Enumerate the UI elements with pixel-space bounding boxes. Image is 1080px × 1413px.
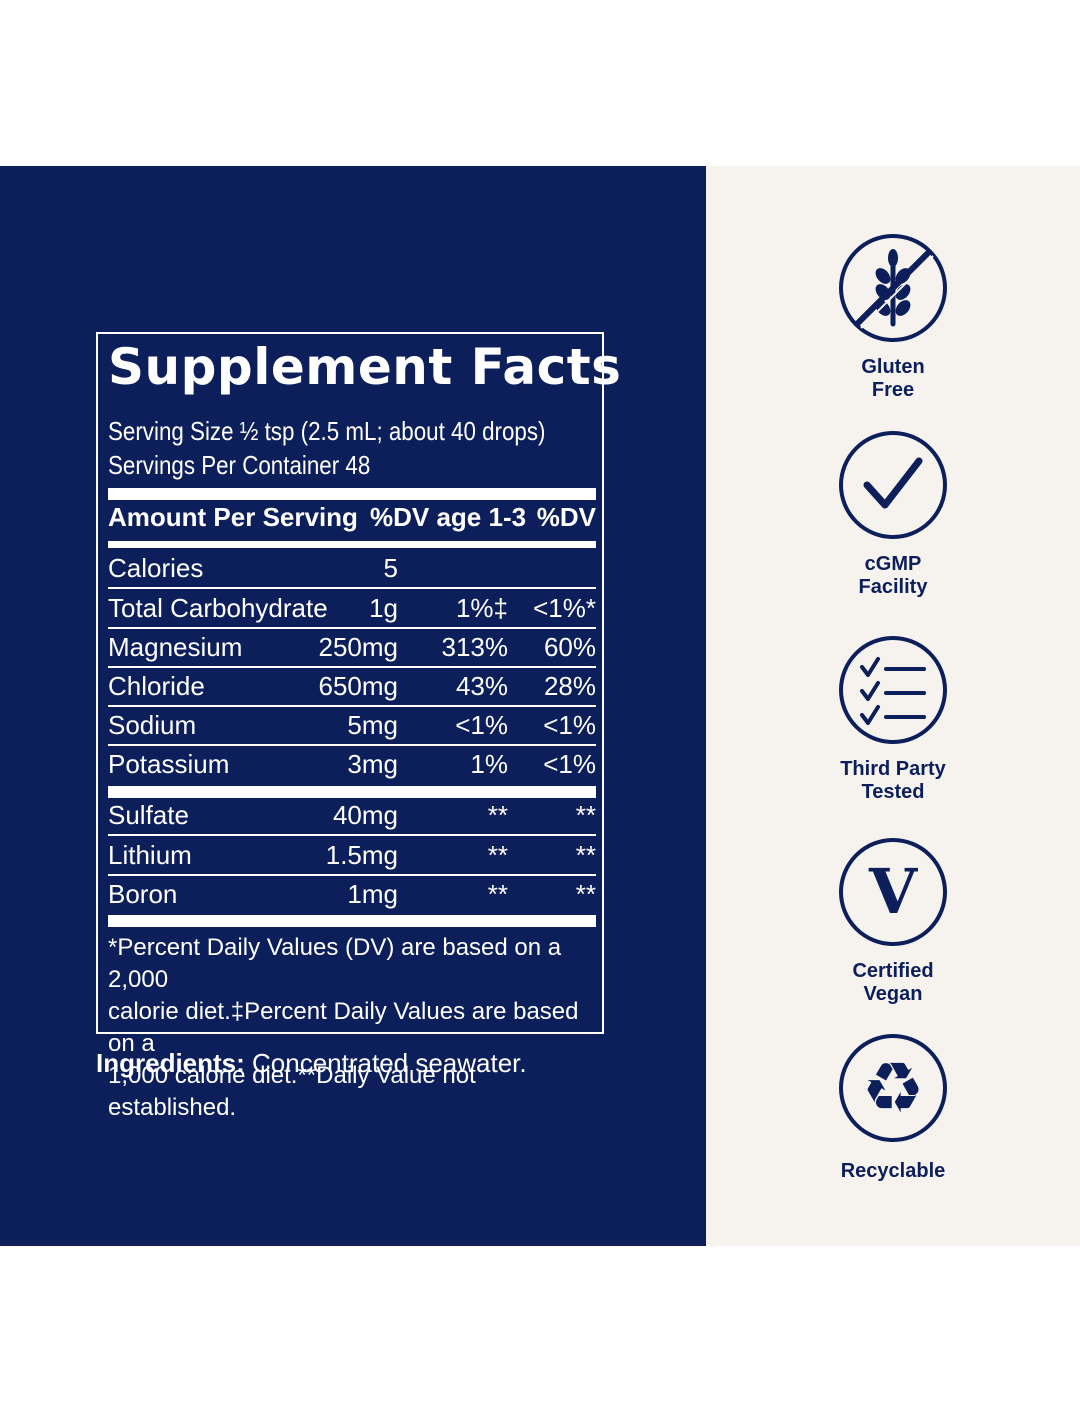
nutrient-name: Sulfate — [108, 800, 189, 830]
table-row: Potassium 3mg 1% <1% — [108, 745, 596, 783]
nutrient-dv: 28% — [543, 671, 596, 701]
badge-line: Vegan — [863, 983, 923, 1005]
badge-label: Certified Vegan — [830, 960, 956, 1006]
nutrient-amount: 5 — [383, 553, 398, 583]
header-dv: %DV — [536, 502, 596, 532]
nutrient-amount: 1.5mg — [325, 840, 398, 870]
badge-label: cGMP Facility — [830, 553, 956, 599]
checklist-icon — [839, 636, 947, 744]
header-dv-age: %DV age 1-3 — [370, 502, 527, 532]
table-row: Sodium 5mg <1% <1% — [108, 706, 596, 746]
nutrient-dv-age: 313% — [441, 632, 509, 662]
badge-vegan: V Certified Vegan — [830, 838, 956, 1006]
table-row: Lithium 1.5mg ** ** — [108, 836, 596, 876]
nutrient-amount: 40mg — [332, 800, 398, 830]
footnote: *Percent Daily Values (DV) are based on … — [108, 932, 596, 1124]
facts-title: Supplement Facts — [108, 338, 622, 396]
nutrient-amount: 250mg — [318, 632, 399, 662]
nutrient-name: Chloride — [108, 671, 205, 701]
nutrient-dv-age: 43% — [455, 671, 508, 701]
table-header: Amount Per Serving %DV age 1-3 %DV — [108, 502, 596, 536]
nutrient-amount: 3mg — [347, 749, 398, 779]
badge-label: Third Party Tested — [830, 758, 956, 804]
ingredients-label: Ingredients: — [96, 1048, 245, 1078]
nutrient-dv-age: <1% — [455, 710, 508, 740]
table-row: Chloride 650mg 43% 28% — [108, 667, 596, 707]
nutrient-dv: ** — [575, 840, 596, 870]
footnote-line: *Percent Daily Values (DV) are based on … — [108, 934, 562, 993]
badge-recyclable: ♻ Recyclable — [830, 1034, 956, 1183]
ingredients-line: Ingredients: Concentrated seawater. — [96, 1048, 527, 1079]
badge-third-party: Third Party Tested — [830, 636, 956, 804]
table-row: Boron 1mg ** ** — [108, 875, 596, 913]
nutrient-dv-age: ** — [487, 800, 508, 830]
badge-line: Free — [871, 379, 915, 401]
nutrient-name: Magnesium — [108, 632, 243, 662]
serving-size: Serving Size ½ tsp (2.5 mL; about 40 dro… — [108, 416, 546, 446]
nutrient-name: Total Carbohydrate — [108, 593, 328, 623]
footnote-line: 1,000 calorie diet.**Daily Value not est… — [108, 1062, 476, 1121]
badge-label: Gluten Free — [830, 356, 956, 402]
vegan-v-icon: V — [839, 838, 947, 946]
badge-line: Third Party — [840, 758, 946, 780]
nutrient-dv: ** — [575, 800, 596, 830]
thick-divider — [108, 915, 596, 927]
nutrient-dv: <1%* — [533, 593, 596, 623]
nutrient-dv-age: 1% — [470, 749, 508, 779]
badge-label: Recyclable — [830, 1160, 956, 1183]
badge-line: cGMP — [864, 553, 922, 575]
table-row: Calories 5 — [108, 549, 596, 589]
nutrient-amount: 1g — [369, 593, 398, 623]
medium-divider — [108, 541, 596, 548]
badge-line: Gluten — [861, 356, 925, 378]
nutrient-dv: <1% — [543, 710, 596, 740]
nutrient-name: Sodium — [108, 710, 197, 740]
nutrient-amount: 650mg — [318, 671, 399, 701]
supplement-facts-panel: Supplement Facts Serving Size ½ tsp (2.5… — [96, 332, 621, 1121]
vegan-v-glyph: V — [868, 855, 918, 928]
nutrient-amount: 5mg — [347, 710, 398, 740]
header-amount: Amount Per Serving — [108, 502, 358, 532]
servings-per-container: Servings Per Container 48 — [108, 450, 371, 480]
nutrient-dv-age: ** — [487, 840, 508, 870]
badge-line: Facility — [858, 576, 928, 598]
nutrient-name: Calories — [108, 553, 204, 583]
table-row: Sulfate 40mg ** ** — [108, 796, 596, 836]
nutrient-dv: 60% — [543, 632, 596, 662]
nutrient-name: Boron — [108, 879, 178, 909]
badge-line: Tested — [861, 781, 925, 803]
gluten-free-icon — [839, 234, 947, 342]
recycle-glyph: ♻ — [861, 1047, 925, 1129]
footnote-line: calorie diet.‡Percent Daily Values are b… — [108, 998, 579, 1057]
thick-divider — [108, 488, 596, 500]
nutrient-dv-age: ** — [487, 879, 508, 909]
badge-gluten-free: Gluten Free — [830, 234, 956, 402]
recycle-icon: ♻ — [839, 1034, 947, 1142]
nutrient-dv: ** — [575, 879, 596, 909]
badge-cgmp: cGMP Facility — [830, 431, 956, 599]
nutrient-name: Lithium — [108, 840, 192, 870]
badge-line: Recyclable — [840, 1160, 946, 1182]
table-row: Total Carbohydrate 1g 1%‡ <1%* — [108, 589, 596, 629]
nutrient-amount: 1mg — [347, 879, 398, 909]
ingredients-text: Concentrated seawater. — [244, 1048, 527, 1078]
nutrient-name: Potassium — [108, 749, 230, 779]
thick-divider — [108, 786, 596, 798]
nutrient-dv: <1% — [543, 749, 596, 779]
table-row: Magnesium 250mg 313% 60% — [108, 628, 596, 668]
nutrient-dv-age: 1%‡ — [455, 593, 508, 623]
checkmark-icon — [839, 431, 947, 539]
badge-line: Certified — [852, 960, 934, 982]
